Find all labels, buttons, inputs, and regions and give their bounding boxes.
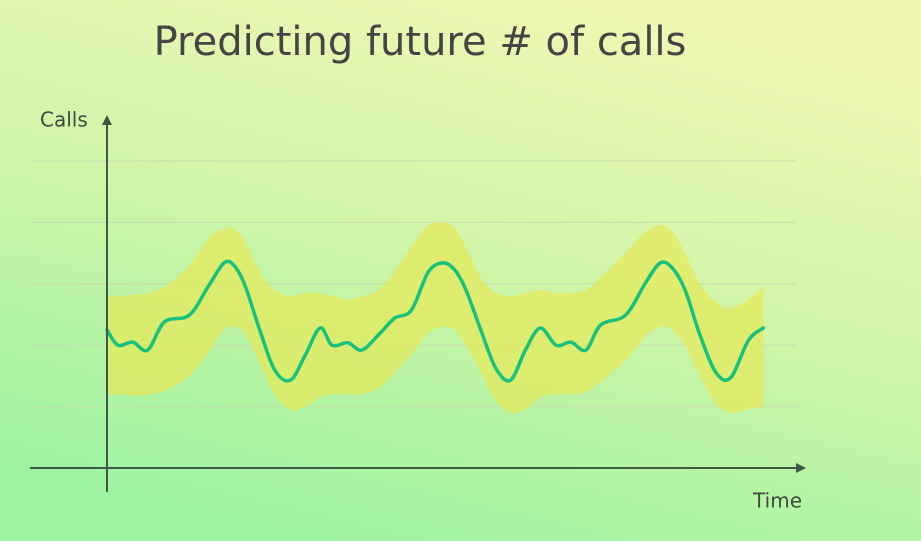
x-axis-label: Time (752, 489, 802, 513)
forecast-line (105, 259, 766, 383)
y-axis-label: Calls (40, 108, 88, 132)
chart-title: Predicting future # of calls (154, 19, 687, 65)
plot-area (30, 160, 796, 414)
